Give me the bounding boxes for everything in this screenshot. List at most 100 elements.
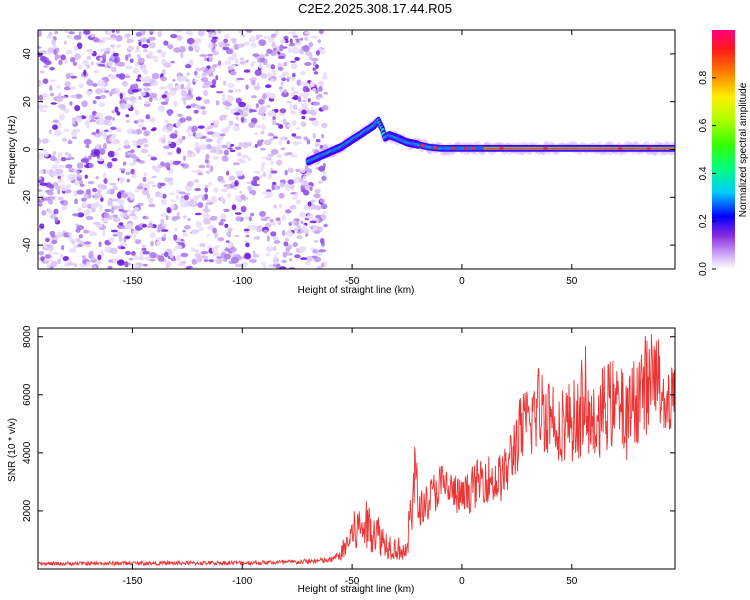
noise-speckle	[133, 207, 140, 211]
noise-speckle	[169, 89, 177, 96]
noise-speckle	[81, 201, 88, 207]
noise-speckle	[196, 104, 202, 110]
noise-speckle	[293, 94, 299, 101]
noise-speckle	[176, 147, 182, 154]
noise-speckle	[277, 185, 281, 190]
noise-speckle	[138, 41, 142, 47]
noise-speckle	[270, 33, 277, 38]
noise-speckle	[180, 52, 184, 59]
noise-speckle	[159, 192, 163, 199]
x-tick-label: -150	[122, 576, 142, 587]
noise-speckle	[39, 70, 45, 74]
noise-speckle	[123, 139, 130, 146]
noise-speckle	[107, 60, 114, 67]
noise-speckle	[77, 65, 83, 70]
noise-speckle	[118, 222, 124, 226]
noise-speckle	[281, 91, 289, 98]
noise-speckle	[317, 180, 323, 184]
noise-speckle	[49, 92, 55, 97]
noise-speckle	[187, 218, 191, 221]
colorbar-tick-label: 0.0	[698, 262, 709, 276]
noise-speckle	[175, 123, 181, 128]
snr-plot-area	[38, 334, 675, 567]
noise-speckle	[149, 92, 158, 99]
noise-speckle	[224, 223, 229, 228]
noise-speckle	[263, 139, 272, 145]
noise-speckle	[218, 60, 222, 67]
snr-y-label: SNR (10 * v/v)	[7, 418, 18, 482]
noise-speckle	[39, 223, 45, 230]
noise-speckle	[180, 83, 185, 90]
noise-speckle	[114, 106, 119, 113]
noise-speckle	[129, 162, 136, 167]
noise-speckle	[112, 185, 118, 191]
noise-speckle	[57, 152, 62, 159]
noise-speckle	[260, 123, 267, 131]
noise-speckle	[102, 162, 106, 166]
noise-speckle	[198, 164, 206, 169]
noise-speckle	[41, 210, 47, 216]
noise-speckle	[293, 176, 301, 183]
noise-speckle	[286, 140, 290, 145]
noise-speckle	[241, 154, 249, 159]
noise-speckle	[174, 30, 183, 33]
x-tick-label: 50	[566, 576, 578, 587]
noise-speckle	[55, 168, 63, 175]
noise-speckle	[263, 264, 267, 269]
signal-hotspot	[420, 144, 425, 148]
noise-speckle	[148, 30, 154, 33]
noise-speckle	[59, 200, 65, 204]
noise-speckle	[127, 53, 132, 58]
noise-speckle	[63, 40, 68, 45]
noise-speckle	[254, 143, 258, 148]
noise-speckle	[250, 62, 255, 67]
noise-speckle	[92, 100, 97, 105]
noise-speckle	[215, 75, 219, 81]
noise-speckle	[180, 163, 186, 167]
noise-speckle	[314, 188, 321, 194]
noise-speckle	[172, 79, 176, 82]
noise-speckle	[276, 159, 283, 166]
noise-speckle	[107, 189, 111, 194]
noise-speckle	[226, 170, 230, 176]
noise-speckle	[255, 103, 259, 109]
noise-speckle	[103, 50, 111, 55]
noise-speckle	[237, 43, 245, 48]
noise-speckle	[98, 102, 106, 108]
y-tick-label: 2000	[22, 499, 33, 522]
noise-speckle	[278, 192, 285, 199]
noise-speckle	[102, 48, 107, 52]
noise-speckle	[100, 250, 104, 258]
noise-speckle	[130, 168, 135, 175]
noise-speckle	[272, 70, 276, 77]
noise-speckle	[231, 187, 238, 191]
noise-speckle	[307, 201, 312, 207]
noise-speckle	[300, 168, 306, 174]
noise-speckle	[58, 179, 64, 183]
noise-speckle	[285, 209, 292, 214]
noise-speckle	[289, 38, 293, 44]
noise-speckle	[290, 86, 295, 92]
noise-speckle	[205, 153, 210, 160]
noise-speckle	[195, 67, 203, 71]
noise-speckle	[183, 98, 187, 106]
signal-hotspot	[543, 146, 548, 150]
noise-speckle	[314, 239, 319, 243]
noise-speckle	[107, 265, 113, 269]
noise-speckle	[148, 36, 156, 41]
noise-speckle	[117, 259, 125, 266]
noise-speckle	[76, 170, 80, 176]
noise-speckle	[133, 254, 139, 261]
x-tick-label: -100	[232, 576, 252, 587]
noise-speckle	[46, 263, 51, 269]
noise-speckle	[302, 91, 309, 98]
noise-speckle	[74, 105, 81, 112]
noise-speckle	[282, 118, 287, 125]
noise-speckle	[177, 113, 183, 118]
noise-speckle	[296, 225, 302, 229]
noise-speckle	[182, 203, 189, 208]
noise-speckle	[167, 125, 173, 132]
noise-speckle	[48, 31, 53, 37]
noise-speckle	[195, 96, 202, 101]
noise-speckle	[73, 263, 78, 267]
